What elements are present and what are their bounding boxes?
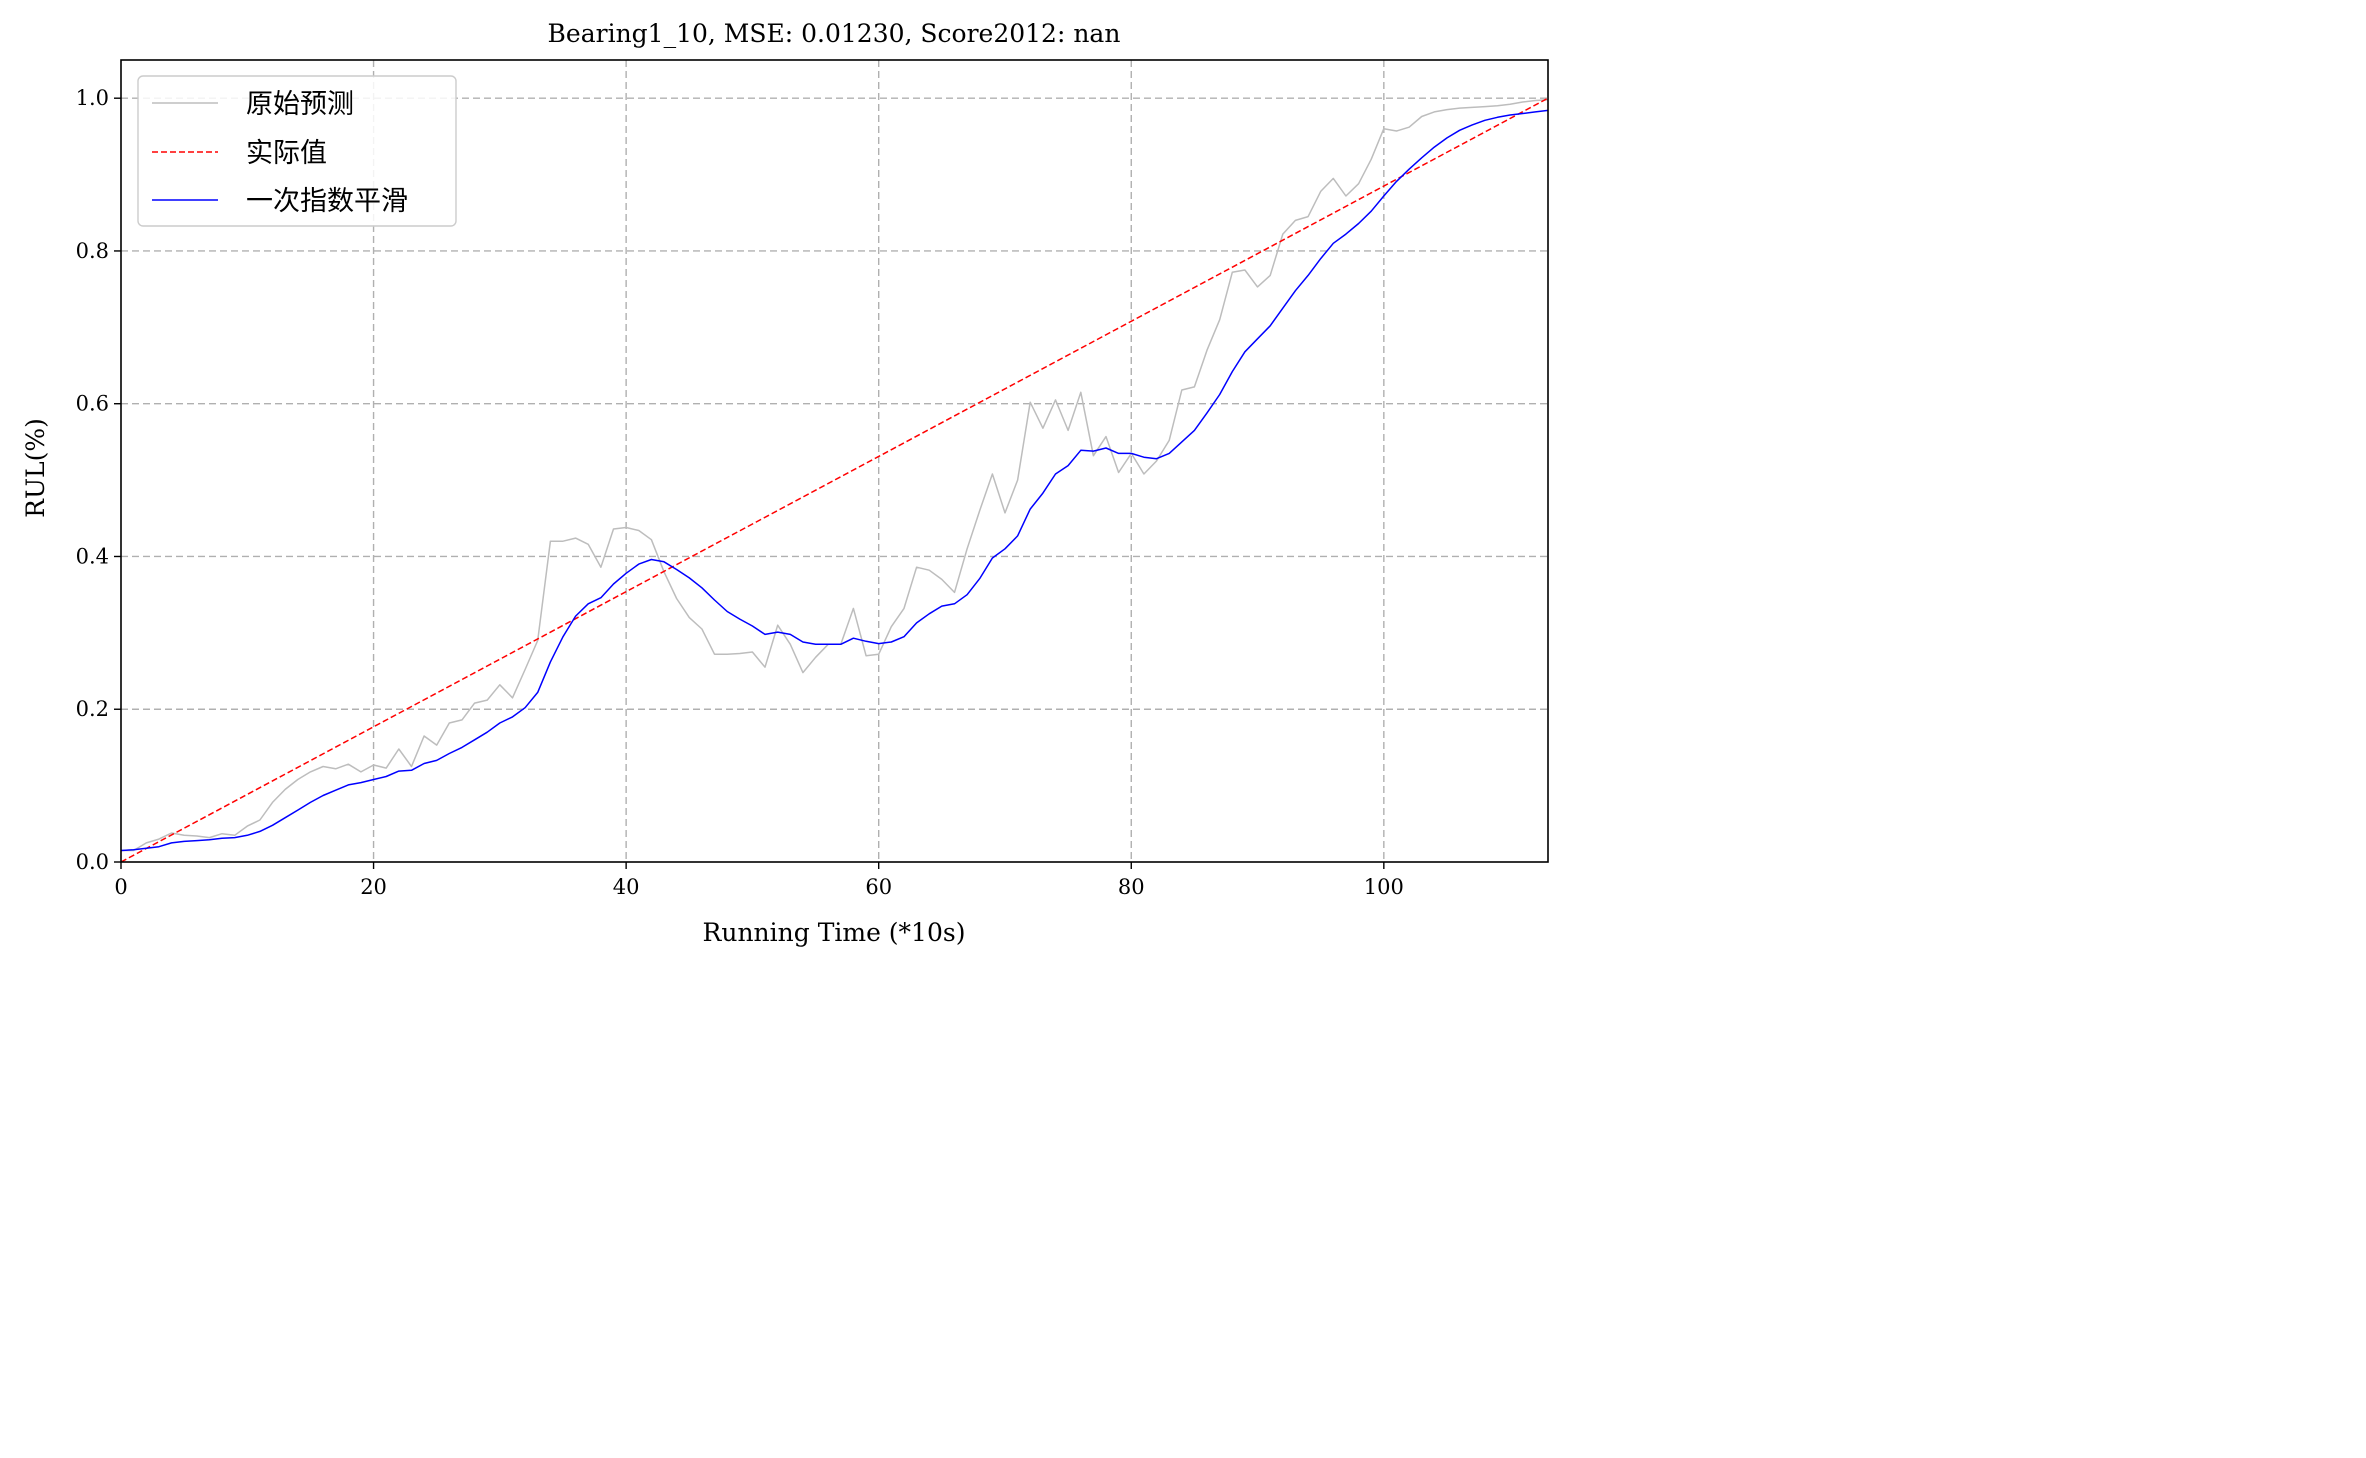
x-axis-label: Running Time (*10s) bbox=[703, 918, 966, 947]
x-tick-label: 60 bbox=[865, 875, 892, 899]
x-tick-label: 100 bbox=[1364, 875, 1404, 899]
y-tick-label: 0.0 bbox=[76, 850, 109, 874]
legend-label-raw: 原始预测 bbox=[246, 89, 354, 120]
legend: 原始预测 实际值 一次指数平滑 bbox=[137, 75, 457, 227]
y-tick-label: 0.8 bbox=[76, 239, 109, 263]
y-tick-label: 0.2 bbox=[76, 697, 109, 721]
legend-box bbox=[137, 75, 457, 227]
axis-ticks: 0 20 40 60 80 100 0.0 0.2 0.4 0.6 0.8 1.0 bbox=[76, 86, 1404, 899]
x-tick-label: 80 bbox=[1118, 875, 1145, 899]
y-tick-label: 0.4 bbox=[76, 544, 109, 568]
legend-label-actual: 实际值 bbox=[246, 138, 327, 169]
chart: 0 20 40 60 80 100 0.0 0.2 0.4 0.6 0.8 1.0 Bearing1_… bbox=[0, 0, 1566, 965]
y-tick-label: 1.0 bbox=[76, 86, 109, 110]
x-tick-label: 0 bbox=[114, 875, 127, 899]
x-tick-label: 40 bbox=[613, 875, 640, 899]
y-tick-label: 0.6 bbox=[76, 392, 109, 416]
plot-frame bbox=[120, 59, 1549, 863]
legend-label-smoothed: 一次指数平滑 bbox=[246, 186, 408, 217]
chart-title: Bearing1_10, MSE: 0.01230, Score2012: na… bbox=[548, 19, 1121, 48]
y-axis-label: RUL(%) bbox=[21, 418, 50, 518]
series-smoothed bbox=[120, 109, 1549, 852]
x-tick-label: 20 bbox=[360, 875, 387, 899]
plot-lines bbox=[120, 97, 1549, 863]
